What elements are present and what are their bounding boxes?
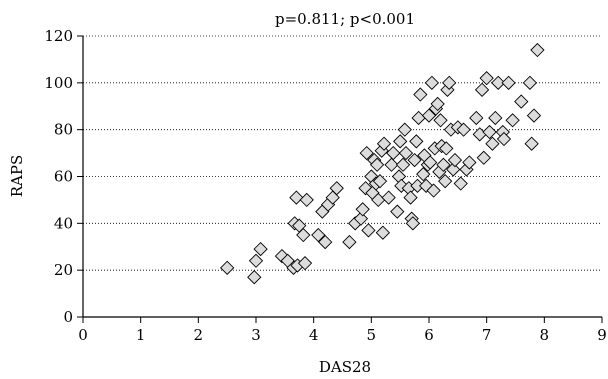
x-tick-label-2: 2 xyxy=(194,326,204,344)
data-point-37 xyxy=(381,190,396,205)
data-point-48 xyxy=(403,190,418,205)
y-tick-label-2: 40 xyxy=(54,214,73,232)
data-point-2 xyxy=(248,253,264,268)
data-point-0 xyxy=(220,260,235,275)
data-point-25 xyxy=(359,145,374,161)
x-tick-label-1: 1 xyxy=(136,326,146,344)
x-tick-label-0: 0 xyxy=(78,326,88,344)
data-point-68 xyxy=(433,113,448,128)
x-tick-label-4: 4 xyxy=(309,326,319,344)
data-point-77 xyxy=(447,152,463,168)
data-point-100 xyxy=(530,42,545,58)
data-point-72 xyxy=(439,141,454,156)
data-point-79 xyxy=(453,176,468,191)
data-point-45 xyxy=(397,122,412,137)
y-tick-label-6: 120 xyxy=(44,27,73,45)
x-axis-label: DAS28 xyxy=(319,358,371,376)
data-point-76 xyxy=(446,162,461,177)
data-point-87 xyxy=(479,71,494,86)
data-point-39 xyxy=(386,145,401,161)
data-point-95 xyxy=(505,113,520,128)
data-point-71 xyxy=(438,174,453,189)
data-point-56 xyxy=(416,167,431,182)
data-point-85 xyxy=(474,82,490,97)
data-point-38 xyxy=(384,157,399,172)
data-point-3 xyxy=(253,241,268,257)
data-point-8 xyxy=(289,190,304,205)
y-tick-label-3: 60 xyxy=(54,168,73,186)
data-point-22 xyxy=(353,211,369,226)
y-tick-label-4: 80 xyxy=(54,121,73,139)
x-tick-label-9: 9 xyxy=(597,326,607,344)
data-point-14 xyxy=(311,227,326,243)
data-point-19 xyxy=(329,181,344,196)
data-point-66 xyxy=(430,96,445,112)
data-point-46 xyxy=(398,145,414,161)
data-point-94 xyxy=(501,75,516,90)
data-point-98 xyxy=(524,136,539,151)
y-tick-label-0: 0 xyxy=(63,308,73,326)
gridlines xyxy=(83,35,602,271)
axes xyxy=(77,35,603,323)
data-point-31 xyxy=(369,157,385,172)
x-tick-label-7: 7 xyxy=(482,326,492,344)
data-point-88 xyxy=(482,124,497,140)
data-point-55 xyxy=(413,87,428,102)
data-point-13 xyxy=(299,192,314,208)
data-point-91 xyxy=(491,75,506,90)
data-point-89 xyxy=(485,136,500,151)
data-point-36 xyxy=(376,136,392,151)
data-point-50 xyxy=(405,216,420,231)
data-point-44 xyxy=(395,157,411,172)
data-point-33 xyxy=(372,174,388,189)
data-point-84 xyxy=(472,127,487,142)
data-point-1 xyxy=(247,270,262,285)
data-point-99 xyxy=(526,108,542,123)
data-point-74 xyxy=(442,75,457,90)
y-tick-label-1: 20 xyxy=(54,261,73,279)
data-point-16 xyxy=(318,234,333,250)
chart-title: p=0.811; p<0.001 xyxy=(275,10,415,28)
data-point-60 xyxy=(421,108,437,123)
x-tick-label-3: 3 xyxy=(251,326,261,344)
data-point-42 xyxy=(393,134,408,149)
data-point-93 xyxy=(496,131,512,147)
data-point-90 xyxy=(488,110,503,126)
x-tick-label-8: 8 xyxy=(540,326,550,344)
data-point-51 xyxy=(407,152,422,168)
data-point-62 xyxy=(424,75,440,90)
data-point-12 xyxy=(297,256,313,271)
data-point-70 xyxy=(436,157,451,172)
data-points xyxy=(220,42,545,285)
data-point-11 xyxy=(296,227,311,243)
x-tick-label-6: 6 xyxy=(424,326,434,344)
x-tick-label-5: 5 xyxy=(367,326,377,344)
y-axis-label: RAPS xyxy=(8,155,26,198)
data-point-97 xyxy=(522,75,538,90)
data-point-82 xyxy=(462,155,477,170)
data-point-52 xyxy=(409,134,424,149)
data-point-40 xyxy=(390,204,405,219)
data-point-61 xyxy=(423,155,438,170)
data-point-23 xyxy=(355,202,370,217)
data-point-83 xyxy=(469,110,484,126)
data-point-86 xyxy=(476,150,491,165)
data-point-63 xyxy=(426,183,441,198)
data-point-54 xyxy=(411,110,426,126)
data-point-80 xyxy=(456,122,471,137)
tick-labels: 0 20 40 60 80 100 120 0 1 2 3 4 5 6 7 8 9 xyxy=(44,27,606,344)
data-point-96 xyxy=(514,94,529,109)
y-tick-label-5: 100 xyxy=(44,74,73,92)
data-point-20 xyxy=(342,234,357,250)
data-point-26 xyxy=(361,223,376,238)
data-point-35 xyxy=(375,225,391,240)
